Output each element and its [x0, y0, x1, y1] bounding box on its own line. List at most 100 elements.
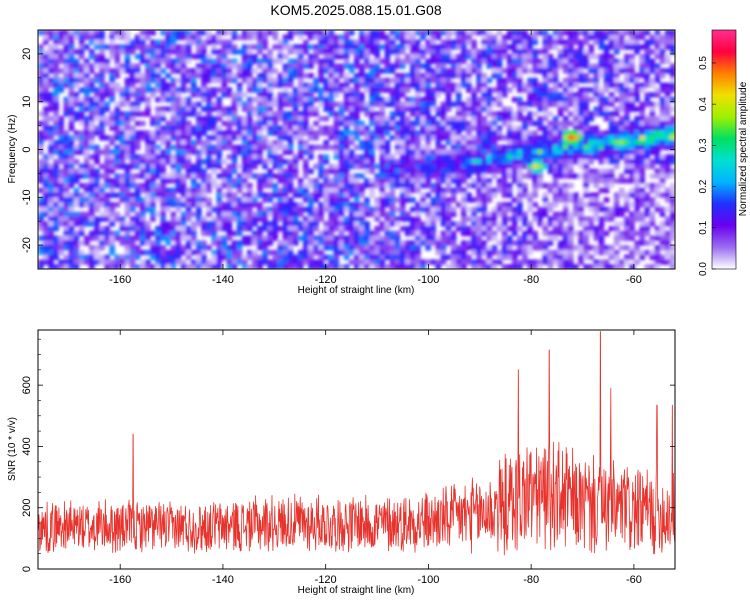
spectrogram-cell: [567, 101, 574, 108]
spectrogram-cell: [160, 96, 166, 103]
spectrogram-cell: [165, 173, 172, 179]
spectrogram-cell: [410, 221, 416, 227]
spectrogram-cell: [252, 130, 258, 136]
spectrogram-cell: [78, 202, 85, 208]
spectrogram-cell: [73, 259, 80, 265]
spectrogram-cell: [302, 144, 309, 151]
spectrogram-cell: [583, 58, 589, 65]
spectrogram-cell: [150, 68, 156, 74]
spectrogram-cell: [481, 130, 488, 136]
spectrogram-cell: [139, 240, 146, 246]
spectrogram-cell: [145, 163, 151, 170]
spectrogram-cell: [634, 202, 640, 208]
spectrogram-cell: [430, 211, 437, 218]
spectrogram-cell: [282, 221, 289, 227]
spectrogram-cell: [359, 202, 365, 208]
spectrogram-cell: [195, 187, 202, 194]
spectrogram-cell: [369, 235, 375, 241]
spectrogram-cell: [445, 49, 452, 55]
spectrogram-cell: [185, 34, 192, 41]
spectrogram-cell: [226, 144, 233, 151]
spectrogram-cell: [139, 216, 146, 222]
spectrogram-cell: [308, 259, 314, 265]
spectrogram-cell: [318, 63, 324, 69]
spectrogram-cell: [241, 254, 248, 261]
spectrogram-cell: [430, 216, 437, 222]
spectrogram-cell: [348, 77, 355, 84]
spectrogram-cell: [348, 230, 355, 237]
spectrogram-cell: [430, 206, 437, 213]
spectrogram-cell: [399, 154, 406, 160]
spectrogram-cell: [114, 154, 121, 160]
spectrogram-cell: [48, 135, 54, 141]
spectrogram-cell: [588, 149, 595, 155]
spectrogram-cell: [649, 163, 656, 170]
spectrogram-cell: [583, 53, 589, 60]
spectrogram-cell: [445, 178, 452, 184]
spectrogram-cell: [603, 116, 610, 122]
spectrogram-cell: [282, 101, 289, 108]
spectrogram-cell: [618, 178, 625, 184]
spectrogram-cell: [353, 125, 360, 131]
spectrogram-cell: [450, 264, 457, 269]
spectrogram-cell: [501, 206, 508, 213]
spectrogram-cell: [150, 130, 156, 136]
spectrogram-cell: [139, 30, 146, 36]
spectrogram-cell: [241, 106, 248, 112]
spectrogram-cell: [323, 106, 330, 112]
spectrogram-cell: [165, 30, 172, 36]
spectrogram-cell: [404, 116, 411, 122]
spectrogram-cell: [404, 77, 411, 84]
spectrogram-cell: [527, 163, 533, 170]
spectrogram-cell: [654, 202, 661, 208]
spectrogram-cell: [460, 44, 467, 50]
spectrogram-cell: [481, 53, 488, 60]
spectrogram-cell: [603, 44, 610, 50]
spectrogram-cell: [420, 53, 426, 60]
spectrogram-cell: [160, 116, 166, 122]
spectrogram-cell: [83, 168, 90, 174]
spectrogram-cell: [73, 68, 80, 74]
spectrogram-cell: [226, 30, 233, 36]
spectrogram-cell: [430, 154, 437, 160]
spectrogram-cell: [104, 202, 110, 208]
spectrogram-cell: [277, 159, 284, 165]
spectrogram-cell: [83, 87, 90, 93]
spectrogram-cell: [593, 154, 600, 160]
spectrogram-cell: [104, 235, 110, 241]
spectrogram-cell: [180, 116, 187, 122]
spectrogram-cell: [272, 101, 279, 108]
spectrogram-cell: [501, 154, 508, 160]
spectrogram-cell: [583, 216, 589, 222]
spectrogram-cell: [175, 68, 182, 74]
spectrogram-cell: [129, 192, 136, 198]
spectrogram-cell: [644, 44, 651, 50]
spectrogram-cell: [506, 130, 513, 136]
spectrogram-cell: [659, 154, 666, 160]
spectrogram-cell: [399, 30, 406, 36]
spectrogram-cell: [180, 53, 187, 60]
spectrogram-cell: [384, 149, 391, 155]
spectrogram-cell: [348, 187, 355, 194]
spectrogram-cell: [476, 96, 482, 103]
spectrogram-cell: [420, 264, 426, 269]
spectrogram-cell: [343, 44, 350, 50]
spectrogram-cell: [297, 120, 304, 127]
spectrogram-cell: [578, 87, 584, 93]
spectrogram-cell: [150, 30, 156, 36]
spectrogram-cell: [618, 130, 625, 136]
spectrogram-cell: [38, 264, 44, 269]
spectrogram-cell: [669, 49, 675, 55]
spectrogram-cell: [517, 87, 523, 93]
spectrogram-cell: [471, 44, 477, 50]
spectrogram-cell: [624, 221, 630, 227]
spectrogram-cell: [624, 230, 630, 237]
spectrogram-cell: [471, 235, 477, 241]
spectrogram-cell: [48, 53, 54, 60]
spectrogram-cell: [603, 197, 610, 203]
spectrogram-cell: [440, 77, 447, 84]
spectrogram-cell: [522, 230, 528, 237]
spectrogram-cell: [262, 240, 268, 246]
spectrogram-cell: [129, 249, 136, 256]
spectrogram-cell: [506, 240, 513, 246]
